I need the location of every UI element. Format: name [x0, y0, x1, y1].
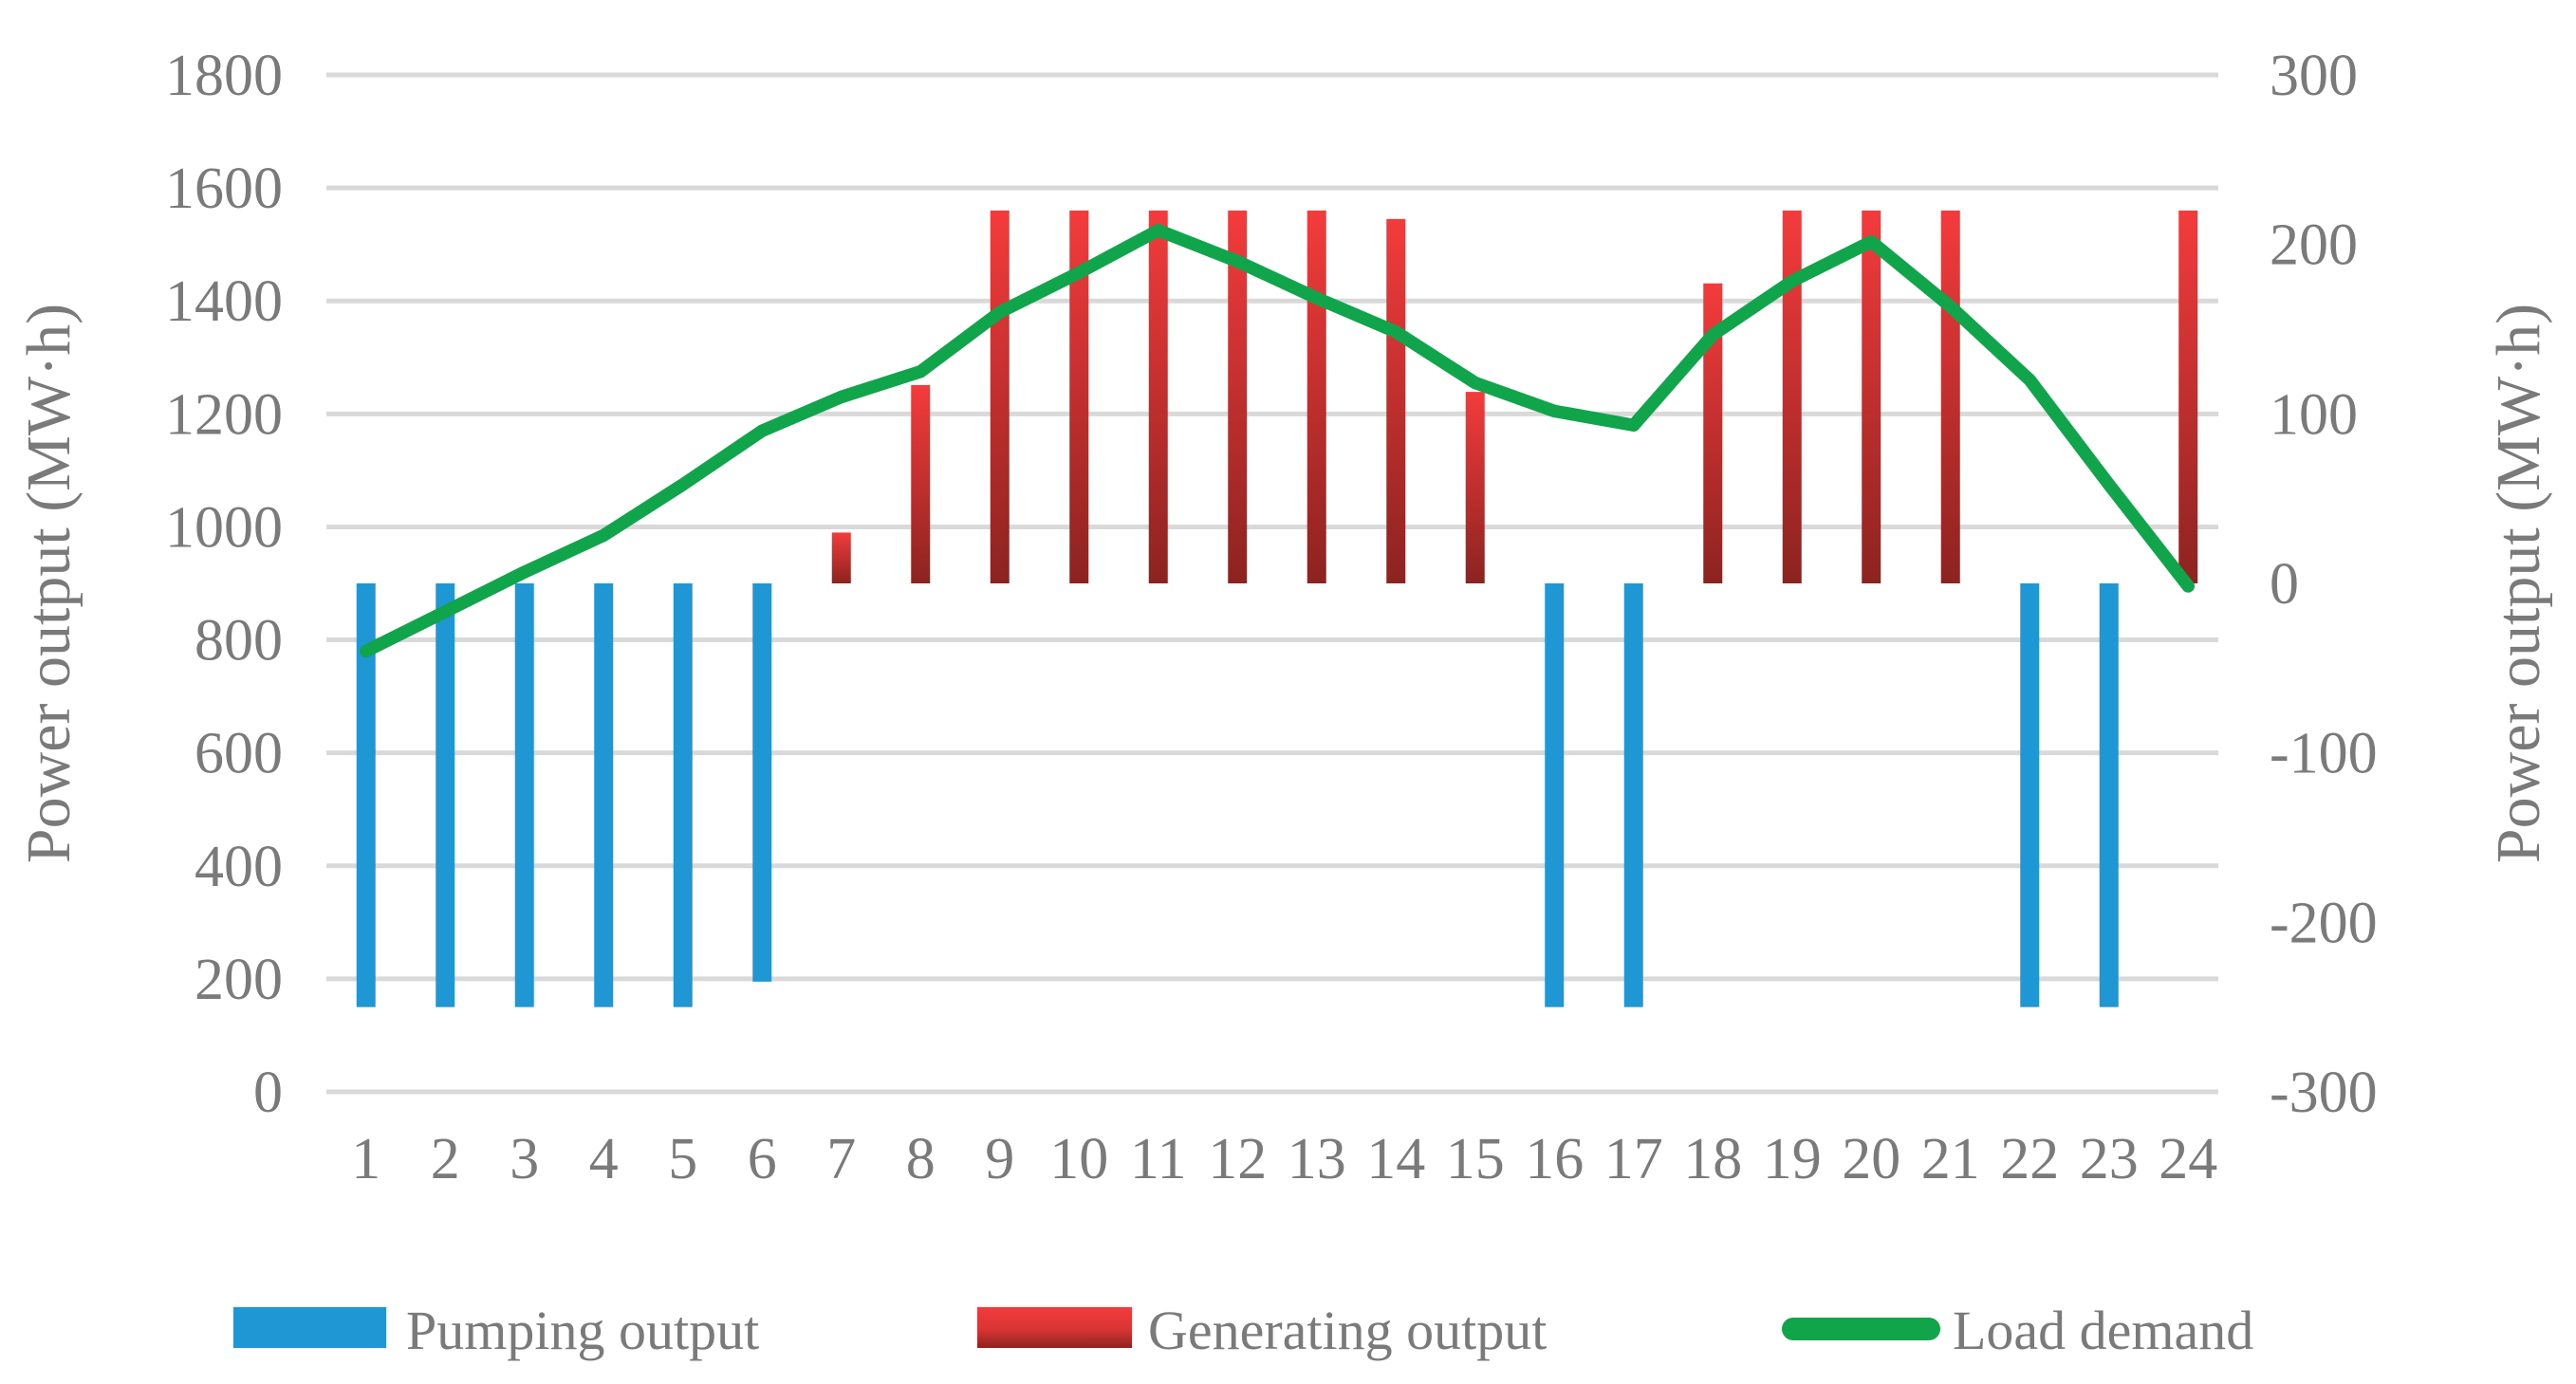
- generating-bar: [1782, 210, 1802, 583]
- pumping-bar: [2099, 583, 2119, 1007]
- right-axis-title: Power output (MW·h): [2484, 303, 2553, 864]
- left-axis-tick-label: 1800: [165, 44, 283, 108]
- generating-bar: [1307, 210, 1326, 583]
- x-axis-tick-label: 17: [1604, 1127, 1663, 1191]
- x-axis-tick-label: 9: [985, 1127, 1014, 1191]
- generating-bar: [911, 384, 931, 583]
- x-axis-tick-label: 24: [2159, 1127, 2217, 1191]
- generating-bar: [990, 210, 1010, 583]
- x-axis-tick-label: 23: [2080, 1127, 2139, 1191]
- x-axis-tick-label: 1: [351, 1127, 380, 1191]
- pumping-legend-label: Pumping output: [406, 1300, 760, 1361]
- right-axis-tick-label: -100: [2270, 722, 2378, 786]
- generating-legend-swatch: [977, 1307, 1132, 1348]
- x-axis-tick-label: 3: [510, 1127, 539, 1191]
- right-axis-tick-label: -300: [2270, 1061, 2378, 1125]
- right-axis-tick-label: 200: [2270, 213, 2358, 278]
- left-axis-title: Power output (MW·h): [14, 303, 83, 864]
- x-axis-tick-label: 20: [1842, 1127, 1900, 1191]
- right-axis-tick-label: 0: [2270, 552, 2299, 617]
- left-axis-tick-label: 800: [195, 609, 283, 674]
- x-axis-tick-label: 15: [1446, 1127, 1505, 1191]
- x-axis-tick-label: 16: [1525, 1127, 1584, 1191]
- pumping-bar: [1545, 583, 1565, 1007]
- left-axis-tick-label: 600: [195, 722, 283, 786]
- pumping-bar: [673, 583, 693, 1007]
- left-axis-tick-label: 400: [195, 835, 283, 899]
- x-axis-tick-label: 10: [1049, 1127, 1108, 1191]
- generating-bar: [1228, 210, 1248, 583]
- generating-bar: [1940, 210, 1960, 583]
- x-axis-tick-label: 7: [826, 1127, 856, 1191]
- pumping-legend-swatch: [233, 1307, 386, 1348]
- generating-legend-label: Generating output: [1148, 1300, 1547, 1361]
- left-axis-tick-label: 1400: [165, 269, 283, 334]
- left-axis-tick-label: 0: [253, 1061, 283, 1125]
- left-axis-tick-label: 1200: [165, 382, 283, 447]
- x-axis-tick-label: 8: [906, 1127, 936, 1191]
- right-axis-tick-label: -200: [2270, 891, 2378, 955]
- x-axis-tick-label: 21: [1921, 1127, 1980, 1191]
- pumping-bar: [436, 583, 455, 1007]
- x-axis-tick-label: 19: [1763, 1127, 1822, 1191]
- generating-bar: [1148, 210, 1168, 583]
- generating-bar: [831, 532, 851, 583]
- x-axis-tick-label: 12: [1208, 1127, 1267, 1191]
- x-axis-tick-label: 4: [589, 1127, 619, 1191]
- pumping-bar: [752, 583, 772, 982]
- generating-bar: [1703, 283, 1723, 583]
- generating-bar: [1465, 392, 1485, 583]
- pumping-bar: [1623, 583, 1643, 1007]
- load-demand-legend-label: Load demand: [1953, 1300, 2254, 1361]
- generating-bar: [1386, 218, 1406, 583]
- x-axis-tick-label: 11: [1130, 1127, 1187, 1191]
- x-axis-tick-label: 13: [1288, 1127, 1346, 1191]
- generating-bar: [1069, 210, 1089, 583]
- x-axis-tick-label: 14: [1366, 1127, 1425, 1191]
- x-axis-tick-label: 6: [748, 1127, 777, 1191]
- left-axis-tick-label: 1600: [165, 157, 283, 221]
- pumping-bar: [514, 583, 534, 1007]
- left-axis-tick-label: 1000: [165, 495, 283, 560]
- right-axis-tick-label: 300: [2270, 44, 2358, 108]
- left-axis-tick-label: 200: [195, 948, 283, 1012]
- load-demand-legend-swatch: [1782, 1318, 1940, 1340]
- pumping-bar: [356, 583, 376, 1007]
- x-axis-tick-label: 2: [431, 1127, 460, 1191]
- generating-bar: [2178, 210, 2198, 583]
- x-axis-tick-label: 5: [668, 1127, 697, 1191]
- generating-bar: [1862, 210, 1881, 583]
- pumping-bar: [2020, 583, 2040, 1007]
- x-axis-tick-label: 18: [1683, 1127, 1742, 1191]
- load-demand-line: [360, 224, 2195, 658]
- pumping-bar: [594, 583, 614, 1007]
- right-axis-tick-label: 100: [2270, 382, 2358, 447]
- x-axis-tick-label: 22: [2000, 1127, 2059, 1191]
